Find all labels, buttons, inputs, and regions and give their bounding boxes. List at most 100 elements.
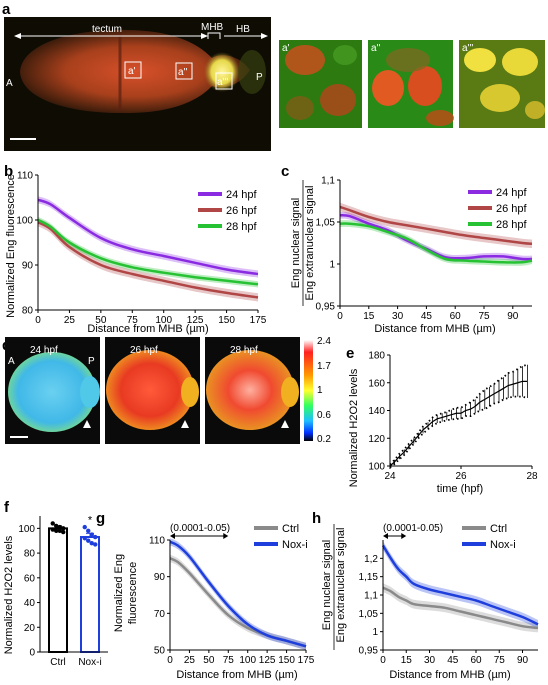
mhb-bracket (207, 32, 221, 39)
time-label-26hpf: 26 hpf (130, 345, 158, 356)
y-tick-label: 1 (329, 260, 335, 271)
series-line (339, 222, 533, 264)
x-tick-label: 45 (421, 311, 433, 322)
y-tick-label: 0,95 (359, 646, 379, 657)
bar (48, 527, 68, 654)
panel-label-g: g (96, 510, 105, 527)
panel-a: a tectum MHB HB A P a' a'' a''' (2, 1, 545, 151)
colorbar-tick: 0.2 (317, 434, 331, 445)
data-point (89, 541, 94, 546)
y-tick-label: 40 (24, 598, 36, 609)
significance-arrowhead (170, 533, 175, 539)
series-line (381, 544, 539, 626)
error-band (170, 538, 306, 650)
legend-entry: 28 hpf (226, 221, 258, 233)
inset-a1: a' (279, 40, 362, 128)
y-tick-label: 180 (368, 351, 385, 362)
data-point (93, 534, 98, 540)
series-line (389, 380, 528, 467)
panel-label-c: c (281, 163, 289, 180)
mhb-label: MHB (201, 22, 224, 33)
time-label-28hpf: 28 hpf (230, 345, 258, 356)
legend-entry: 26 hpf (226, 205, 258, 217)
panel-g-ylabel-top: Normalized Eng (113, 554, 125, 632)
x-tick-label: 0 (337, 311, 343, 322)
chart-f: Ctrl Nox-i * 0 20 40 60 80 100 (18, 514, 108, 668)
y-tick-label: 120 (368, 434, 385, 445)
ratio-image-28hpf: 28 hpf (205, 337, 300, 444)
x-tick-label: 60 (470, 655, 482, 666)
y-tick-label: 160 (368, 378, 385, 389)
time-label-24hpf: 24 hpf (30, 345, 58, 356)
panel-label-e: e (346, 345, 354, 362)
x-tick-label: 0 (167, 655, 173, 666)
error-band (38, 218, 258, 302)
ratio-image-24hpf: 24 hpf A P (5, 337, 100, 444)
series-line (339, 205, 533, 246)
x-tick-label: 50 (203, 655, 215, 666)
y-tick-label: 20 (24, 623, 36, 634)
legend-entry: Nox-i (282, 539, 308, 551)
data-point (61, 526, 66, 531)
series-line (169, 540, 307, 648)
x-tick-label: 15 (363, 311, 375, 322)
data-point (82, 536, 87, 541)
legend-entry: 26 hpf (496, 203, 528, 215)
legend-entry: 24 hpf (496, 187, 528, 199)
error-band (38, 196, 258, 278)
colorbar-tick: 1.7 (317, 361, 331, 372)
inset-a3-label: a''' (462, 43, 473, 54)
error-band (38, 216, 258, 288)
x-tick-label: 50 (95, 315, 107, 326)
y-tick-label: 110 (17, 171, 33, 182)
panel-g-xlabel: Distance from MHB (µm) (176, 669, 297, 681)
panel-c-ylabel-top: Eng nuclear signal (290, 198, 302, 289)
y-tick-label: 100 (16, 216, 33, 227)
x-tick-label: 30 (392, 311, 404, 322)
inset-a1-label: a' (282, 43, 290, 54)
inset-a2-label: a'' (371, 43, 380, 54)
colorbar (304, 340, 313, 441)
colorbar-tick: 2.4 (317, 336, 331, 347)
significance-arrowhead (401, 533, 407, 539)
colorbar-tick: 0.6 (317, 410, 331, 421)
panel-label-h: h (312, 510, 321, 527)
chart-c: 0 15 30 45 60 75 90 0,95 1 1,05 1,1 24 hpf 26 hpf 28 … (316, 176, 533, 322)
panel-h-ylabel-top: Eng nuclear signal (321, 540, 333, 631)
x-tick-label: 90 (517, 655, 529, 666)
data-point (93, 542, 98, 547)
region-box-a2 (175, 62, 193, 80)
bar (80, 536, 100, 654)
panel-label-a: a (2, 1, 11, 18)
category-label: Nox-i (78, 657, 101, 668)
error-band (170, 554, 306, 650)
x-tick-label: 60 (450, 311, 462, 322)
brain-tissue (20, 29, 250, 114)
x-tick-label: 125 (259, 655, 276, 666)
x-tick-label: 75 (127, 315, 139, 326)
y-tick-label: 60 (24, 573, 36, 584)
chart-h: 0 15 30 45 60 75 90 0,95 1 1,05 1,1 1,15 1,2 Ctrl Nox-… (359, 523, 539, 666)
x-tick-label: 175 (250, 315, 267, 326)
panel-g-ylabel-bottom: fluorescence (127, 562, 139, 624)
panel-d: d 24 hpf A P 26 hpf 28 hpf 2.4 1.7 (2, 336, 331, 445)
chart-g: 0 25 50 75 100 125 150 175 50 70 90 110 Ctrl Nox-i (0.… (149, 523, 315, 666)
posterior-label: P (256, 72, 263, 83)
hb-label: HB (236, 24, 250, 35)
category-label: Ctrl (50, 657, 66, 668)
series-line (37, 218, 259, 286)
panel-f-ylabel: Normalized H2O2 levels (3, 535, 15, 654)
region-box-a1 (124, 61, 142, 79)
y-tick-label: 80 (22, 306, 34, 317)
data-point (57, 524, 62, 530)
y-tick-label: 0,95 (316, 302, 336, 313)
hindbrain-region (238, 50, 266, 94)
significance-star: * (88, 514, 93, 526)
error-band (340, 202, 532, 248)
panel-e-ylabel: Normalized H2O2 levels (348, 368, 360, 487)
legend-entry: Nox-i (490, 539, 516, 551)
panel-c-xlabel: Distance from MHB (µm) (374, 323, 495, 335)
data-point (54, 523, 59, 529)
x-tick-label: 90 (507, 311, 519, 322)
tectum-label: tectum (92, 24, 122, 35)
